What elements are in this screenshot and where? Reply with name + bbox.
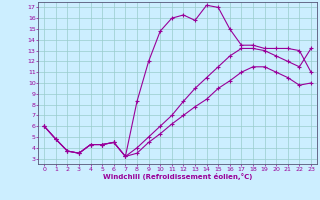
X-axis label: Windchill (Refroidissement éolien,°C): Windchill (Refroidissement éolien,°C) (103, 173, 252, 180)
